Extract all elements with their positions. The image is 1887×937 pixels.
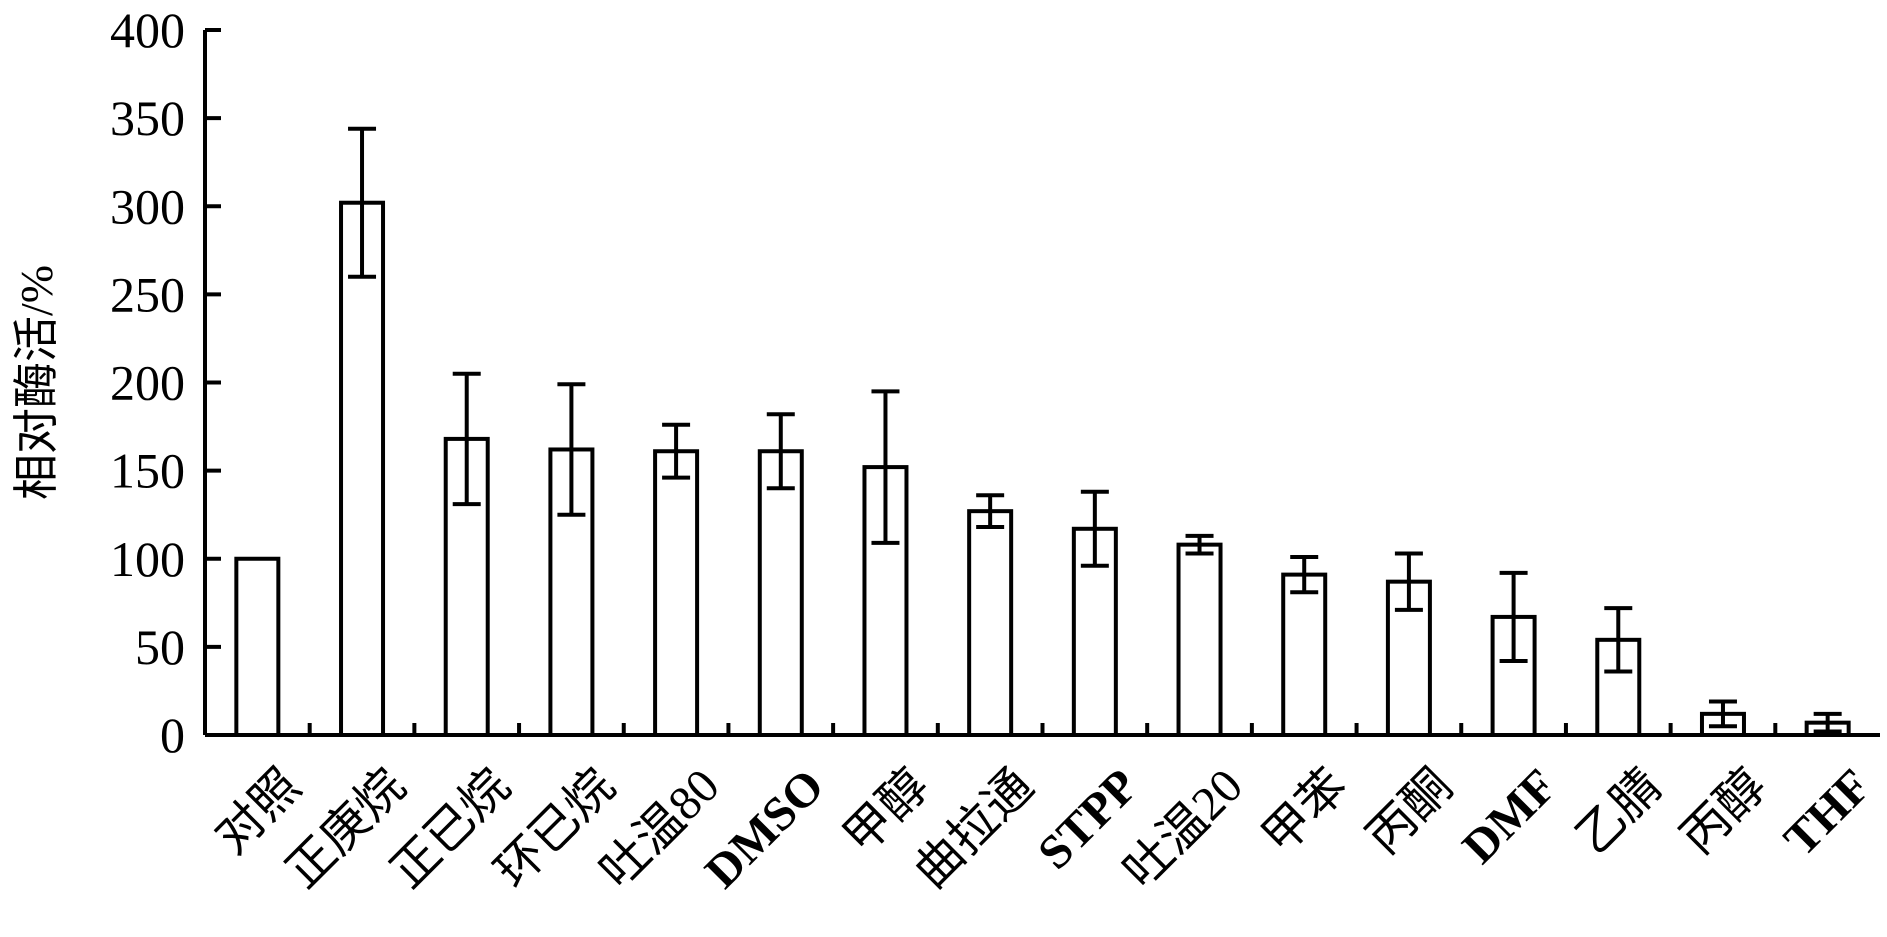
error-bar-8 (1080, 489, 1109, 568)
error-bar-11 (1394, 551, 1423, 612)
error-bar-15 (1813, 711, 1842, 734)
bar-7 (967, 509, 1014, 737)
bar-8 (1071, 526, 1118, 737)
x-label-3: 环已烷 (486, 759, 625, 898)
y-tick-label-200: 200 (110, 355, 185, 411)
error-bar-4 (662, 422, 691, 480)
y-tick-label-0: 0 (160, 707, 185, 763)
y-tick-label-350: 350 (110, 90, 185, 146)
x-label-10: 甲苯 (1252, 759, 1357, 864)
y-axis-title: 相对酶活/% (11, 265, 62, 500)
error-bars (348, 126, 1842, 734)
y-tick-label-300: 300 (110, 178, 185, 234)
y-tick-label-250: 250 (110, 266, 185, 322)
error-bar-5 (766, 412, 795, 491)
error-bar-3 (557, 382, 586, 517)
error-bar-7 (976, 493, 1005, 530)
x-label-13: 乙腈 (1566, 759, 1671, 864)
x-label-11: 丙酮 (1357, 759, 1462, 864)
error-bar-10 (1290, 554, 1319, 595)
y-tick-label-50: 50 (135, 619, 185, 675)
error-bar-13 (1604, 606, 1633, 674)
error-bar-1 (348, 126, 377, 279)
error-bar-14 (1708, 699, 1737, 729)
bar-9 (1176, 542, 1223, 738)
x-label-15: THF (1774, 759, 1881, 866)
error-bar-9 (1185, 533, 1214, 556)
x-label-2: 正已烷 (381, 759, 520, 898)
bar-10 (1281, 572, 1328, 737)
x-label-1: 正庚烷 (276, 759, 415, 898)
bar-0 (234, 556, 281, 737)
bars (234, 200, 1851, 738)
x-label-14: 丙醇 (1671, 759, 1776, 864)
y-tick-label-150: 150 (110, 443, 185, 499)
x-label-4: 吐温80 (590, 759, 729, 898)
bar-5 (757, 449, 804, 737)
x-label-12: DMF (1452, 759, 1567, 874)
y-tick-label-400: 400 (110, 2, 185, 58)
error-bar-6 (871, 389, 900, 545)
x-label-5: DMSO (695, 759, 834, 898)
bar-4 (653, 449, 700, 737)
y-tick-label-100: 100 (110, 531, 185, 587)
y-axis-ticks: 0 50 100 150 200 250 300 350 400 (110, 2, 221, 763)
x-axis-ticks (307, 723, 1778, 735)
bar-1 (339, 200, 386, 738)
x-label-9: 吐温20 (1114, 759, 1253, 898)
error-bar-2 (452, 371, 481, 507)
x-label-7: 曲拉通 (904, 759, 1043, 898)
error-bar-12 (1499, 570, 1528, 663)
